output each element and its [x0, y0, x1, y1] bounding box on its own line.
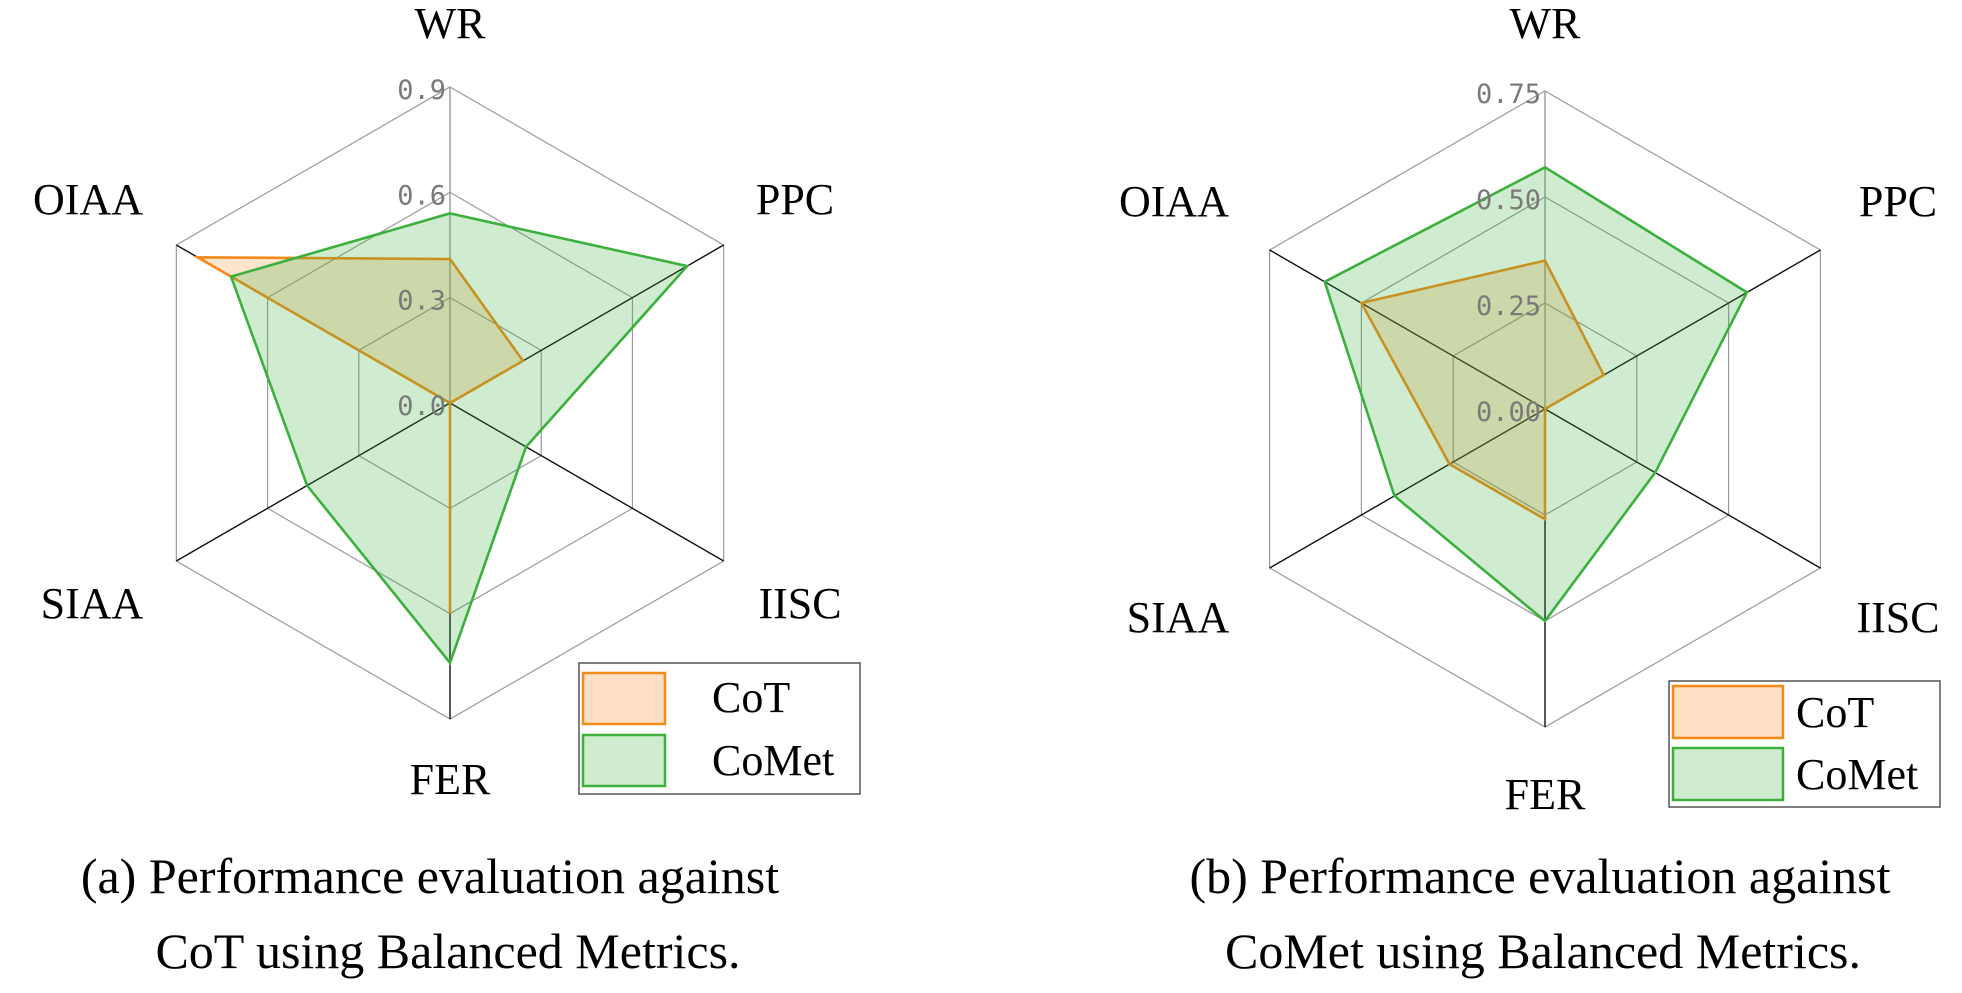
radar-chart-b: 0.00 0.25 0.50 0.75 WR PPC IISC FER SIAA OI…: [1119, 0, 1941, 979]
axis-spoke-siaa: [1269, 408, 1546, 569]
tick-label-0-3: 0.3: [397, 286, 446, 317]
axis-label-ppc: PPC: [756, 175, 834, 224]
axis-spoke-iisc: [1544, 408, 1821, 569]
axis-label-wr: WR: [1510, 0, 1582, 48]
legend-label-comet: CoMet: [712, 736, 834, 785]
tick-label-0-9: 0.9: [397, 75, 446, 106]
series-comet: [229, 212, 690, 666]
caption-b-line2: CoMet using Balanced Metrics.: [1225, 923, 1861, 979]
axis-spoke-siaa: [175, 402, 451, 562]
axis-label-oiaa: OIAA: [1119, 177, 1229, 226]
axis-label-iisc: IISC: [758, 579, 841, 628]
caption-a-line2: CoT using Balanced Metrics.: [155, 923, 740, 979]
legend-swatch-cot: [1671, 684, 1785, 740]
legend-b: CoT CoMet: [1668, 680, 1941, 808]
legend-a: CoT CoMet: [578, 662, 861, 795]
axis-label-oiaa: OIAA: [33, 175, 143, 224]
axis-spoke-oiaa: [1269, 249, 1546, 410]
radar-chart-a: 0.0 0.3 0.6 0.9 WR PPC IISC FER SIAA OIAA C…: [33, 0, 861, 979]
tick-labels-b: 0.00 0.25 0.50 0.75: [1476, 79, 1541, 428]
series-cot: [1359, 259, 1606, 522]
legend-swatch-comet: [581, 733, 667, 788]
axis-label-iisc: IISC: [1856, 593, 1939, 642]
axis-spoke-iisc: [449, 402, 725, 562]
series-group-b: [1323, 165, 1749, 623]
series-cot: [192, 255, 525, 614]
axis-label-siaa: SIAA: [41, 579, 144, 628]
axis-label-wr: WR: [415, 0, 487, 48]
legend-swatch-cot: [581, 671, 667, 726]
tick-label-0-75: 0.75: [1476, 79, 1541, 110]
series-group-a: [192, 212, 690, 666]
axis-label-fer: FER: [1505, 770, 1586, 819]
tick-label-0-25: 0.25: [1476, 291, 1541, 322]
caption-b-line1: (b) Performance evaluation against: [1189, 848, 1890, 904]
legend-swatch-comet: [1671, 746, 1785, 802]
legend-label-comet: CoMet: [1796, 750, 1918, 799]
tick-label-0-00: 0.00: [1476, 397, 1541, 428]
caption-a-line1: (a) Performance evaluation against: [81, 848, 779, 904]
axis-label-siaa: SIAA: [1127, 593, 1230, 642]
tick-label-0-50: 0.50: [1476, 185, 1541, 216]
legend-label-cot: CoT: [712, 673, 790, 722]
legend-label-cot: CoT: [1796, 688, 1874, 737]
axis-label-ppc: PPC: [1859, 177, 1937, 226]
tick-labels-a: 0.0 0.3 0.6 0.9: [397, 75, 446, 422]
axis-labels-b: WR PPC IISC FER SIAA OIAA: [1119, 0, 1940, 819]
axis-label-fer: FER: [410, 755, 491, 804]
tick-label-0-0: 0.0: [397, 391, 446, 422]
series-comet: [1323, 165, 1749, 623]
axis-labels-a: WR PPC IISC FER SIAA OIAA: [33, 0, 842, 804]
tick-label-0-6: 0.6: [397, 180, 446, 211]
